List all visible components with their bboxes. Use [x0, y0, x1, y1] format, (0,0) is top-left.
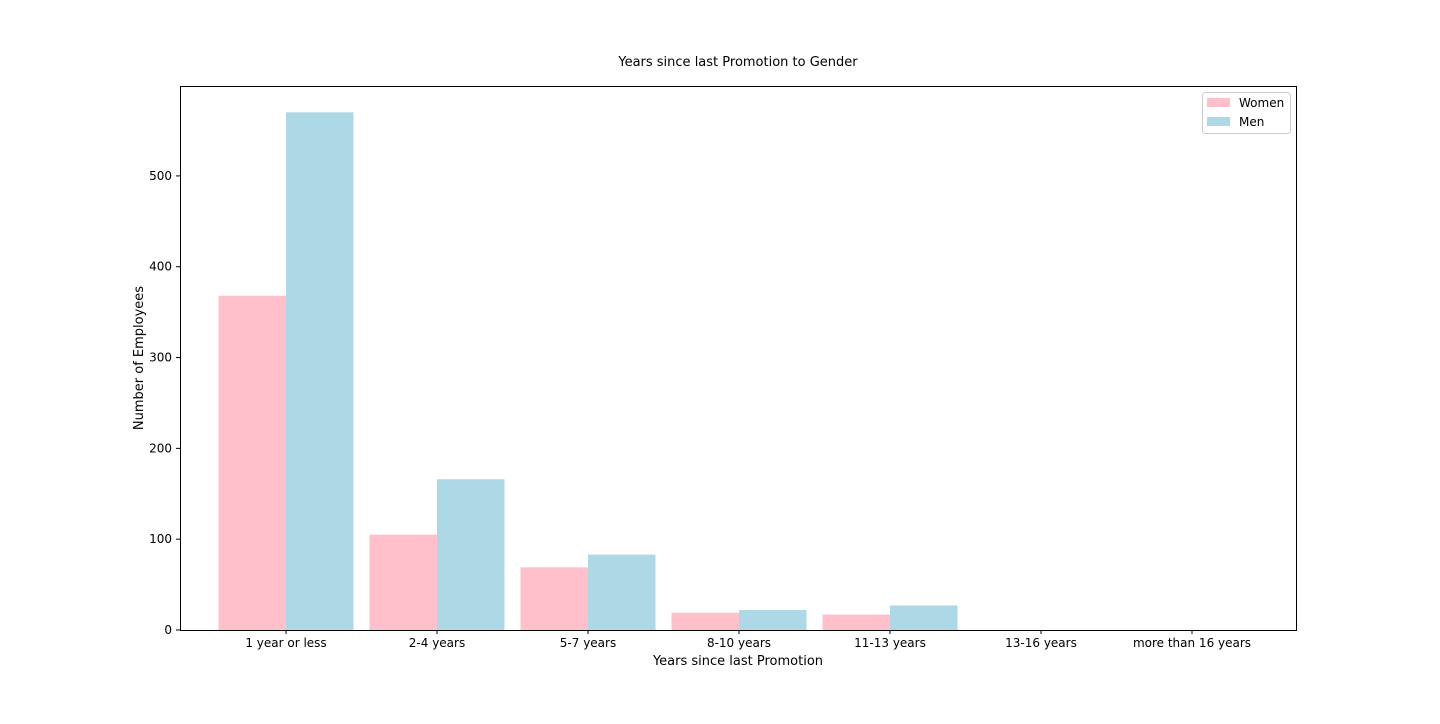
x-tick-label: 5-7 years	[560, 636, 616, 650]
x-axis-ticks: 1 year or less 2-4 years 5-7 years 8-10 yea…	[245, 630, 1251, 650]
x-axis-label: Years since last Promotion	[652, 654, 823, 669]
bar-women-0	[218, 295, 286, 630]
bar-men-4	[890, 605, 958, 630]
x-tick-label: 13-16 years	[1005, 636, 1077, 650]
legend: Women Men	[1202, 92, 1291, 134]
bar-women-1	[369, 534, 437, 630]
bar-women-3	[671, 612, 739, 630]
y-tick-label: 300	[149, 351, 172, 365]
bar-women-4	[822, 614, 890, 630]
y-tick-label: 100	[149, 532, 172, 546]
y-axis-ticks: 0 100 200 300 400 500	[149, 169, 180, 637]
bars-group	[218, 112, 958, 631]
x-tick-label: 1 year or less	[245, 636, 326, 650]
y-axis-label: Number of Employees	[132, 286, 147, 430]
x-tick-label: more than 16 years	[1133, 636, 1251, 650]
chart-title: Years since last Promotion to Gender	[617, 55, 858, 70]
bar-men-1	[437, 479, 505, 630]
bar-women-2	[520, 567, 588, 630]
legend-swatch-women	[1207, 98, 1230, 107]
y-tick-label: 200	[149, 441, 172, 455]
legend-label-men: Men	[1239, 115, 1264, 129]
bar-men-0	[286, 112, 354, 631]
x-tick-label: 11-13 years	[854, 636, 926, 650]
bar-men-2	[588, 554, 656, 630]
y-tick-label: 0	[164, 623, 172, 637]
x-tick-label: 2-4 years	[409, 636, 465, 650]
x-tick-label: 8-10 years	[707, 636, 771, 650]
y-tick-label: 500	[149, 169, 172, 183]
plot-area: 0 100 200 300 400 500 1 year or less 2-4 years…	[149, 86, 1297, 650]
legend-label-women: Women	[1239, 96, 1284, 110]
y-tick-label: 400	[149, 260, 172, 274]
legend-swatch-men	[1207, 117, 1230, 126]
bar-men-3	[739, 610, 807, 630]
